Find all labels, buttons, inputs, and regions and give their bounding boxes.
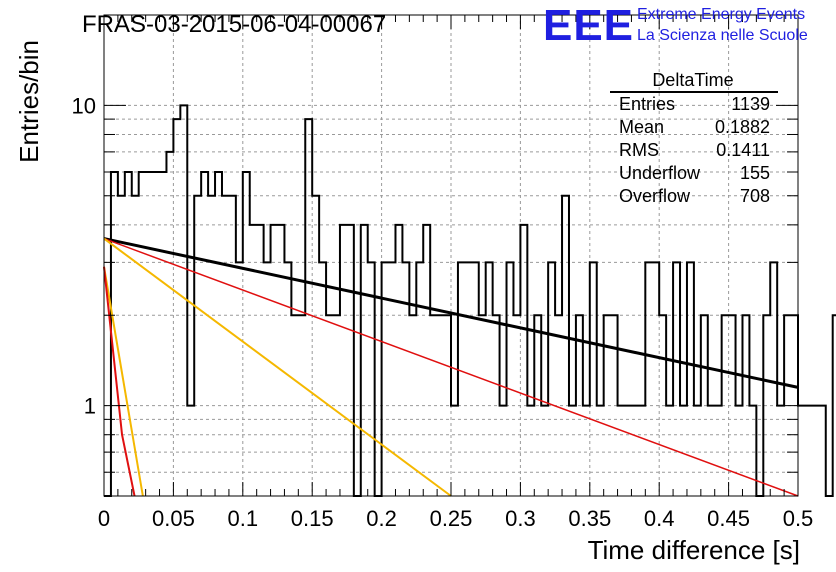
x-tick-label: 0.15 <box>291 506 334 531</box>
x-tick-label: 0.25 <box>430 506 473 531</box>
stats-row-value: 155 <box>740 163 770 183</box>
fit-line-4 <box>103 266 144 497</box>
stats-box-rows: Entries 1139 Mean 0.1882 RMS 0.1411 Underflow 1… <box>619 94 770 206</box>
stats-box: DeltaTime Entries 1139 Mean 0.1882 RMS 0.1411… <box>610 70 778 206</box>
logo-mark: EEE <box>543 1 633 50</box>
fit-lines <box>103 237 799 497</box>
y-tick-label: 1 <box>84 394 96 419</box>
stats-row-value: 0.1882 <box>715 117 770 137</box>
stats-row-label: RMS <box>619 140 659 160</box>
logo-line2: La Scienza nelle Scuole <box>637 27 808 44</box>
stats-box-title: DeltaTime <box>652 70 733 90</box>
x-tick-label: 0.05 <box>152 506 195 531</box>
eee-logo: EEE Extreme Energy Events La Scienza nel… <box>543 1 808 50</box>
fit-line-5 <box>103 266 136 497</box>
x-tick-label: 0 <box>98 506 110 531</box>
x-tick-label: 0.3 <box>505 506 536 531</box>
logo-line1: Extreme Energy Events <box>637 6 805 23</box>
x-tick-label: 0.1 <box>228 506 259 531</box>
histogram-bars <box>104 104 836 497</box>
x-tick-label: 0.2 <box>366 506 397 531</box>
fit-line-1 <box>103 237 799 389</box>
x-tick-label: 0.4 <box>644 506 675 531</box>
x-tick-label: 0.45 <box>707 506 750 531</box>
fit-line-3 <box>103 237 452 497</box>
axis-ticks: 0 0.05 0.1 0.15 0.2 0.25 0.3 0.35 0.4 0.45 0.5 1 10 <box>72 14 814 531</box>
y-tick-label: 10 <box>72 93 96 118</box>
fit-line-2 <box>103 237 799 497</box>
y-axis-title: Entries/bin <box>14 40 44 163</box>
stats-row-value: 1139 <box>731 94 770 114</box>
histogram-outline <box>104 104 836 497</box>
stats-row-label: Entries <box>619 94 675 114</box>
x-tick-label: 0.35 <box>568 506 611 531</box>
stats-row-value: 708 <box>740 186 770 206</box>
x-axis-title: Time difference [s] <box>588 535 800 565</box>
stats-row-label: Underflow <box>619 163 701 183</box>
chart-title: FRAS-03-2015-06-04-00067 <box>82 11 386 38</box>
stats-row-value: 0.1411 <box>716 140 770 160</box>
x-tick-label: 0.5 <box>783 506 814 531</box>
stats-row-label: Overflow <box>619 186 691 206</box>
stats-row-label: Mean <box>619 117 664 137</box>
